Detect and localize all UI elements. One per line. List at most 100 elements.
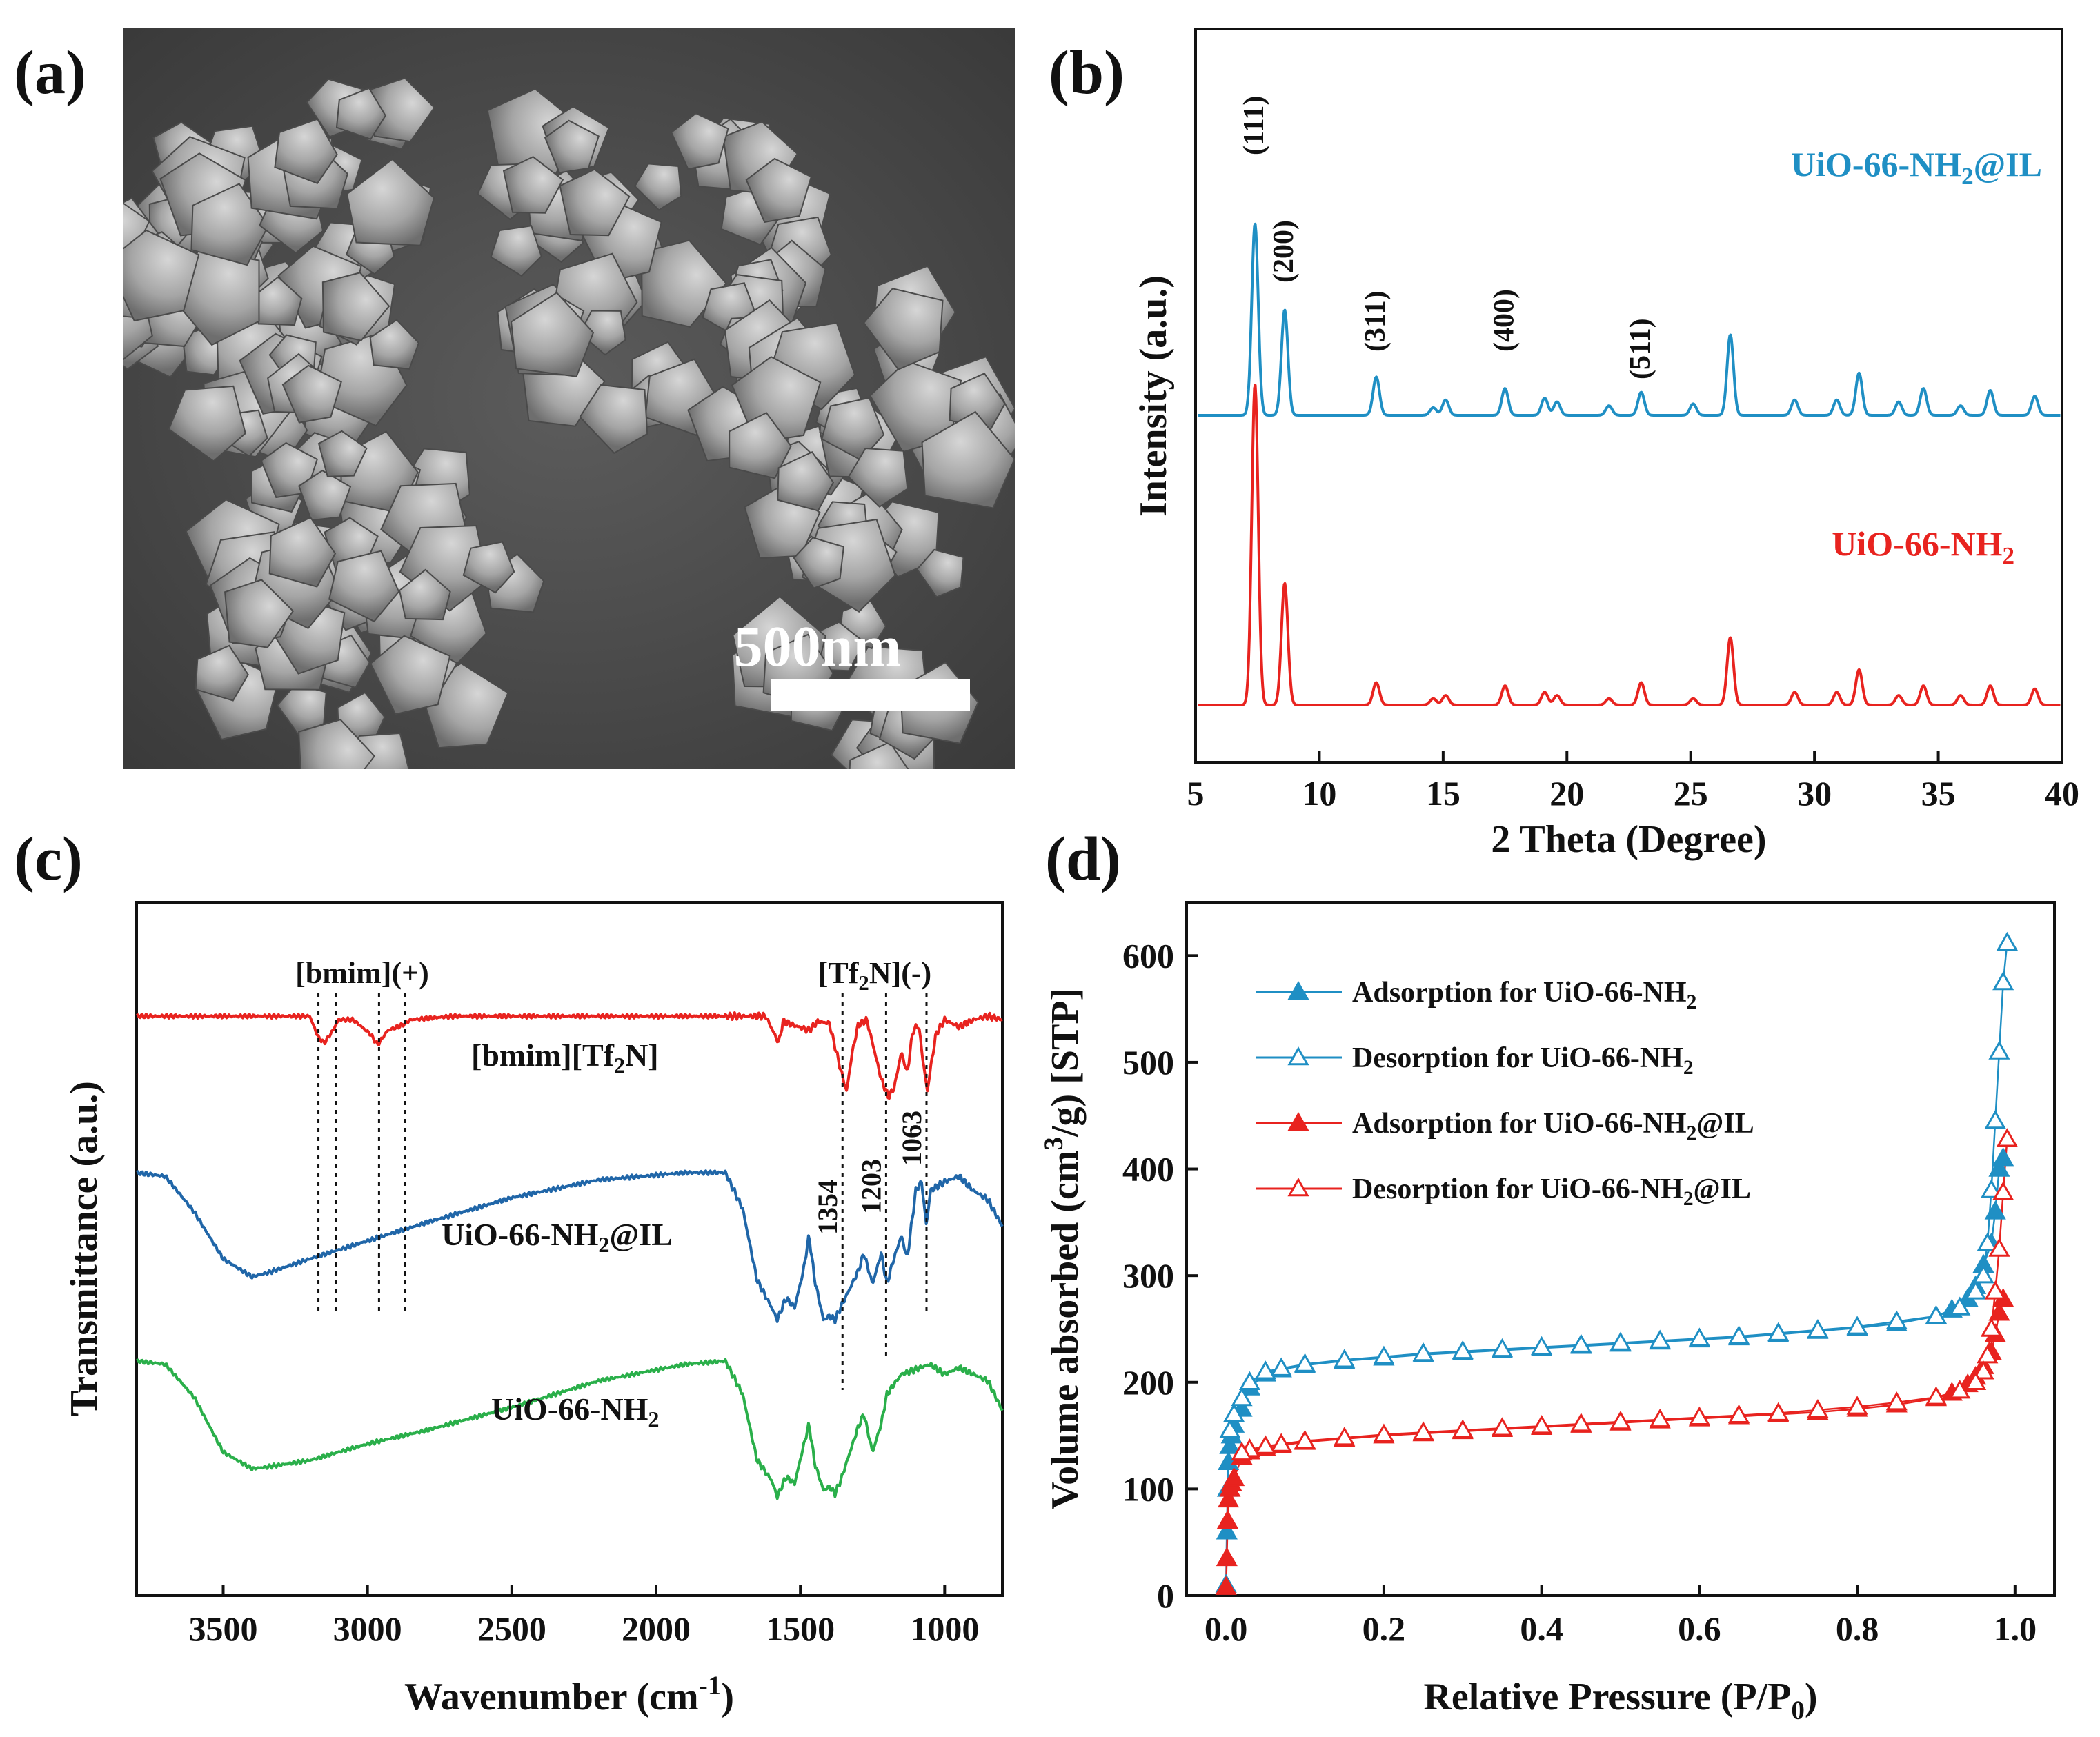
- ftir-plot-frame: [135, 901, 1004, 1597]
- ftir-x-tick-label: 1500: [766, 1609, 835, 1648]
- isotherm-data-point: [1218, 1488, 1240, 1508]
- crystal-particle: [847, 447, 909, 508]
- isotherm-data-point: [1688, 1406, 1710, 1426]
- isotherm-x-tick-label: 0.2: [1363, 1609, 1406, 1648]
- isotherm-data-point: [1885, 1310, 1908, 1329]
- crystal-particle: [369, 319, 420, 370]
- xrd-x-axis-label: 2 Theta (Degree): [1491, 818, 1766, 861]
- isotherm-data-point: [1254, 1360, 1276, 1380]
- crystal-particle: [847, 741, 915, 769]
- ftir-peak-labels: 1354 1203 1063: [812, 1111, 927, 1235]
- panel-a-label: (a): [14, 39, 86, 107]
- crystal-particle: [579, 310, 626, 356]
- isotherm-data-point: [1218, 1451, 1240, 1470]
- isotherm-data-point: [1988, 1238, 2010, 1257]
- isotherm-series-line: [1225, 1158, 2004, 1585]
- isotherm-data-point: [1977, 1344, 1999, 1364]
- isotherm-data-point: [1996, 1128, 2018, 1147]
- isotherm-ticks: 0.0 0.2 0.4 0.6 0.8 1.0 0 100 200 300 400 500 600: [1122, 936, 2037, 1648]
- isotherm-data-point: [1373, 1423, 1395, 1442]
- xrd-peak-label: (511): [1625, 318, 1656, 379]
- legend-marker: [1287, 980, 1309, 1000]
- crystal-particle: [369, 635, 451, 715]
- xrd-peak-label: (200): [1268, 220, 1300, 283]
- ftir-x-tick-label: 3500: [189, 1609, 258, 1648]
- ftir-peak-label: 1354: [812, 1180, 843, 1235]
- xrd-label-uio-il: UiO-66-NH2@IL: [1791, 145, 2042, 190]
- crystal-particle: [579, 384, 648, 455]
- ftir-series-line: [135, 1011, 1003, 1100]
- isotherm-data-point: [1254, 1435, 1276, 1454]
- scale-bar: 500nm: [734, 615, 970, 711]
- ftir-x-tick-label: 2500: [477, 1609, 546, 1648]
- isotherm-data-point: [1570, 1413, 1592, 1432]
- isotherm-data-point: [1373, 1345, 1395, 1364]
- panel-d-label: (d): [1045, 825, 1121, 893]
- xrd-series-line: [1197, 384, 2061, 706]
- xrd-series-line: [1197, 222, 2061, 417]
- isotherm-data-point: [1980, 1179, 2003, 1198]
- isotherm-data-point: [1727, 1325, 1750, 1344]
- isotherm-x-tick-label: 0.8: [1836, 1609, 1879, 1648]
- isotherm-y-axis-label: Volume absorbed (cm3/g) [STP]: [1039, 988, 1087, 1509]
- ftir-peak-label: 1203: [855, 1159, 886, 1214]
- isotherm-data-point: [1649, 1329, 1671, 1349]
- isotherm-data-point: [1219, 1419, 1241, 1438]
- legend-marker: [1287, 1111, 1309, 1131]
- isotherm-data-point: [1984, 1280, 2006, 1300]
- crystal-particle: [328, 550, 400, 623]
- isotherm-data-point: [1238, 1371, 1261, 1391]
- xrd-series: [1197, 222, 2061, 706]
- xrd-peak-label: (400): [1489, 289, 1520, 352]
- isotherm-data-point: [1270, 1357, 1292, 1376]
- isotherm-data-point: [1219, 1435, 1241, 1454]
- isotherm-data-point: [1215, 1576, 1237, 1595]
- isotherm-data-point: [1216, 1509, 1239, 1529]
- crystal-particle: [502, 156, 564, 214]
- crystal-particle: [195, 644, 249, 702]
- isotherm-data-point: [1925, 1386, 1948, 1405]
- isotherm-data-point: [1846, 1316, 1868, 1335]
- isotherm-plot-frame: [1185, 901, 2056, 1597]
- isotherm-data-point: [1996, 931, 2018, 951]
- isotherm-data-point: [1949, 1380, 1971, 1399]
- xrd-y-axis-label: Intensity (a.u.): [1132, 275, 1175, 517]
- isotherm-data-point: [1965, 1371, 1987, 1391]
- crystal-particle: [268, 516, 337, 588]
- legend-entry: Desorption for UiO-66-NH2: [1352, 1042, 1694, 1079]
- isotherm-data-point: [1807, 1398, 1829, 1418]
- legend-entry: Adsorption for UiO-66-NH2@IL: [1352, 1108, 1754, 1144]
- isotherm-data-point: [1231, 1441, 1253, 1461]
- isotherm-data-point: [1609, 1331, 1632, 1351]
- isotherm-data-point: [1992, 1181, 2014, 1200]
- ftir-x-axis-label: Wavenumber (cm-1): [404, 1671, 734, 1718]
- panel-b-label: (b): [1049, 39, 1125, 107]
- isotherm-data-point: [1988, 1302, 2010, 1321]
- crystal-particle: [862, 288, 944, 370]
- isotherm-data-point: [1216, 1520, 1238, 1540]
- isotherm-data-point: [1992, 971, 2014, 991]
- isotherm-x-axis-label: Relative Pressure (P/P0): [1423, 1676, 1817, 1725]
- crystal-particle: [321, 272, 390, 341]
- isotherm-data-point: [1223, 1467, 1245, 1487]
- isotherm-data-point: [1412, 1342, 1434, 1362]
- isotherm-data-point: [1216, 1547, 1238, 1567]
- ftir-series-line: [136, 1358, 1004, 1500]
- isotherm-chart: 0.0 0.2 0.4 0.6 0.8 1.0 0 100 200 300 400 500 600 Ad…: [1039, 901, 2056, 1725]
- crystal-particle: [559, 168, 631, 237]
- isotherm-y-tick-label: 500: [1122, 1043, 1174, 1082]
- xrd-x-ticks: 5 10 15 20 25 30 35 40: [1187, 751, 2079, 813]
- ftir-dotted-guides: [317, 993, 928, 1390]
- isotherm-data-point: [1452, 1340, 1474, 1360]
- ftir-x-ticks: 3500 3000 2500 2000 1500 1000: [189, 1585, 979, 1648]
- crystal-particle: [274, 118, 338, 185]
- isotherm-data-point: [1491, 1338, 1514, 1358]
- crystal-particle: [398, 568, 451, 621]
- isotherm-y-tick-label: 200: [1122, 1363, 1174, 1402]
- crystal-particle: [490, 225, 542, 277]
- isotherm-data-point: [1992, 1147, 2014, 1167]
- isotherm-data-point: [1767, 1322, 1790, 1341]
- crystal-particle: [633, 163, 682, 211]
- ftir-label-uio: UiO-66-NH2: [491, 1391, 660, 1431]
